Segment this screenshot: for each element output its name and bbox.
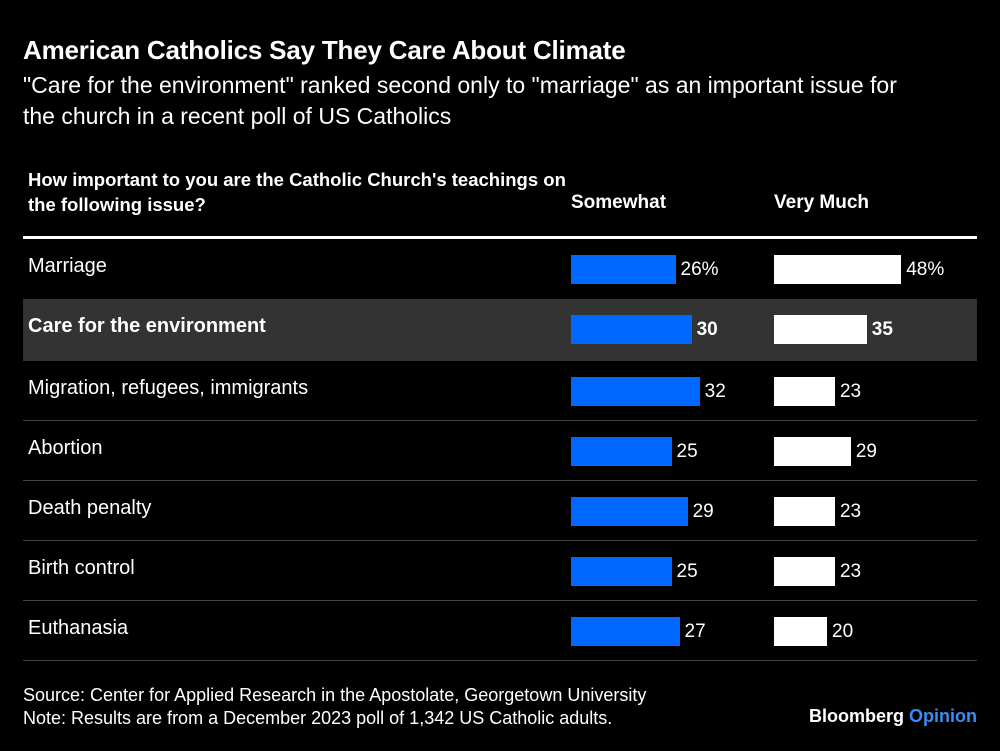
source-note: Source: Center for Applied Research in t…: [23, 685, 647, 705]
row-label: Euthanasia: [28, 617, 129, 639]
bar-table: Marriage 26% 48% Care for the environment 30…: [23, 239, 977, 661]
value-label-somewhat: 25: [676, 441, 698, 462]
value-label-somewhat: 26%: [680, 259, 719, 280]
table-row: Care for the environment 30 35: [23, 299, 977, 361]
bar-somewhat: [571, 437, 672, 466]
value-label-very-much: 29: [855, 441, 877, 462]
value-label-very-much: 23: [839, 381, 862, 402]
table-row: Death penalty 29 23: [23, 481, 977, 541]
column-header-very-much: Very Much: [774, 192, 870, 213]
value-label-somewhat: 25: [676, 561, 698, 582]
row-label: Death penalty: [28, 497, 152, 519]
table-row: Abortion 25 29: [23, 421, 977, 481]
chart-subtitle: "Care for the environment" ranked second…: [23, 72, 897, 129]
value-label-somewhat: 27: [684, 621, 706, 642]
bar-somewhat: [571, 557, 672, 586]
bar-very-much: [774, 437, 851, 466]
question-header: How important to you are the Catholic Ch…: [28, 169, 566, 215]
brand-main: Bloomberg: [808, 706, 904, 726]
header-rule: [23, 236, 977, 239]
bar-somewhat: [571, 617, 680, 646]
brand-accent: Opinion: [909, 706, 977, 726]
row-label: Migration, refugees, immigrants: [28, 377, 309, 399]
table-row: Marriage 26% 48%: [23, 239, 977, 299]
table-row: Migration, refugees, immigrants 32 23: [23, 361, 977, 421]
bar-very-much: [774, 617, 827, 646]
bar-very-much: [774, 315, 867, 344]
chart-title: American Catholics Say They Care About C…: [23, 35, 626, 65]
value-label-very-much: 23: [839, 501, 862, 522]
bar-very-much: [774, 497, 835, 526]
value-label-very-much: 35: [871, 319, 893, 340]
row-label: Abortion: [28, 437, 103, 459]
footer-notes: Source: Center for Applied Research in t…: [23, 684, 646, 730]
row-label: Marriage: [28, 255, 107, 277]
bar-somewhat: [571, 497, 688, 526]
brand-logo: Bloomberg Opinion: [809, 706, 977, 727]
bar-very-much: [774, 255, 902, 284]
column-header-somewhat: Somewhat: [571, 192, 667, 213]
value-label-very-much: 23: [839, 561, 862, 582]
value-label-very-much: 20: [832, 621, 854, 642]
value-label-somewhat: 29: [692, 501, 714, 522]
method-note: Note: Results are from a December 2023 p…: [23, 708, 613, 728]
value-label-somewhat: 32: [704, 381, 726, 402]
bar-somewhat: [571, 255, 676, 284]
row-label: Birth control: [28, 557, 135, 579]
table-row: Birth control 25 23: [23, 541, 977, 601]
value-label-somewhat: 30: [696, 319, 718, 340]
value-label-very-much: 48%: [906, 259, 945, 280]
row-label: Care for the environment: [28, 315, 266, 337]
bar-somewhat: [571, 377, 700, 406]
bar-very-much: [774, 557, 835, 586]
bar-somewhat: [571, 315, 692, 344]
bar-very-much: [774, 377, 835, 406]
table-row: Euthanasia 27 20: [23, 601, 977, 661]
